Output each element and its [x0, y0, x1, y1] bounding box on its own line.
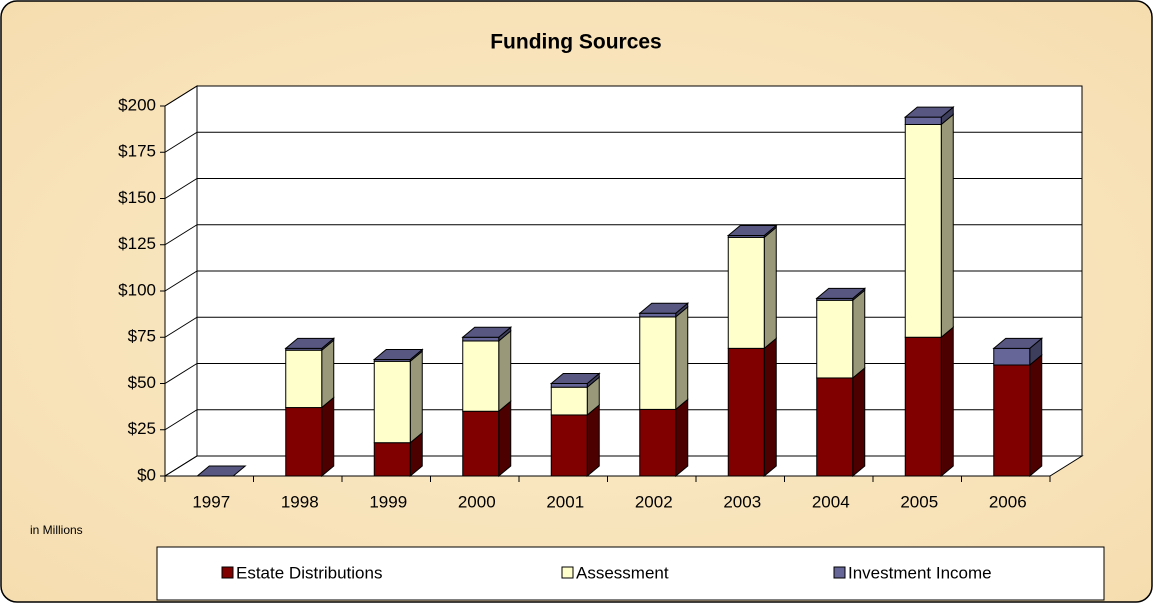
bar-side [763, 337, 777, 478]
y-tick-label: $0 [137, 465, 156, 484]
x-tick-label: 2002 [635, 492, 673, 511]
bar [904, 336, 942, 477]
bar [993, 347, 1031, 366]
legend-swatch [561, 566, 574, 579]
legend-label: Estate Distributions [236, 563, 382, 582]
bar [639, 312, 677, 318]
bar-side [675, 305, 689, 411]
x-tick-label: 1999 [369, 492, 407, 511]
bar [373, 442, 411, 477]
bar-side [940, 113, 954, 339]
bar-side [1029, 353, 1043, 478]
bar-side [498, 329, 512, 413]
bar-side [409, 350, 423, 444]
bar [993, 364, 1031, 477]
x-tick-label: 2000 [458, 492, 496, 511]
bar [550, 383, 588, 388]
bar-side [852, 289, 866, 380]
grid-line [164, 131, 198, 153]
grid-line [164, 224, 198, 246]
bar-top [195, 465, 247, 477]
legend-box [156, 546, 1105, 601]
bar-side [498, 400, 512, 478]
y-tick-label: $100 [118, 280, 156, 299]
bar [462, 336, 500, 342]
chart-title: Funding Sources [490, 31, 662, 54]
y-tick-label: $25 [128, 419, 156, 438]
legend-swatch [833, 566, 846, 579]
bar [285, 407, 323, 477]
bar-top [638, 302, 690, 314]
x-tick-label: 1997 [192, 492, 230, 511]
bar-side [940, 326, 954, 478]
bar-top [903, 106, 955, 118]
x-tick-label: 2001 [546, 492, 584, 511]
y-tick-label: $150 [118, 188, 156, 207]
grid-line [164, 363, 198, 384]
bar [727, 236, 765, 349]
x-tick-label: 1998 [281, 492, 319, 511]
grid-line [164, 178, 198, 199]
bar [462, 340, 500, 412]
x-tick-label: 2006 [989, 492, 1027, 511]
x-tick-label: 2003 [723, 492, 761, 511]
bar-top [461, 326, 513, 338]
bar-top [992, 337, 1044, 349]
bar-side [675, 398, 689, 478]
bar [550, 386, 588, 416]
legend-swatch [221, 566, 234, 579]
bar [639, 408, 677, 477]
x-tick-label: 2005 [900, 492, 938, 511]
bar [550, 414, 588, 477]
y-tick-label: $50 [128, 373, 156, 392]
bar-top [726, 225, 778, 236]
grid-line [164, 270, 198, 292]
bar-top [284, 337, 336, 349]
bar [816, 299, 854, 379]
bar-top [372, 348, 424, 360]
bar-side [763, 226, 777, 350]
bar [285, 349, 323, 409]
y-tick-label: $200 [118, 95, 156, 114]
y-tick-label: $125 [118, 234, 156, 253]
bar [904, 116, 942, 125]
grid-line [164, 409, 198, 431]
grid-line [164, 455, 198, 477]
legend-label: Investment Income [848, 563, 992, 582]
bar-side [321, 339, 335, 409]
bar [727, 347, 765, 477]
axis-note: in Millions [30, 523, 83, 537]
legend-label: Assessment [576, 563, 669, 582]
bar [639, 316, 677, 410]
x-tick-label: 2004 [812, 492, 850, 511]
bar-top [549, 373, 601, 384]
bar [462, 410, 500, 477]
bar [904, 124, 942, 338]
bar-side [852, 366, 866, 478]
y-tick-label: $175 [118, 142, 156, 161]
grid-line [164, 316, 198, 338]
grid-line [164, 85, 198, 107]
bar-top [815, 287, 867, 299]
bar-side [321, 396, 335, 478]
bar [816, 377, 854, 477]
bar [373, 360, 411, 444]
bar-side [586, 403, 600, 478]
y-tick-label: $75 [128, 327, 156, 346]
